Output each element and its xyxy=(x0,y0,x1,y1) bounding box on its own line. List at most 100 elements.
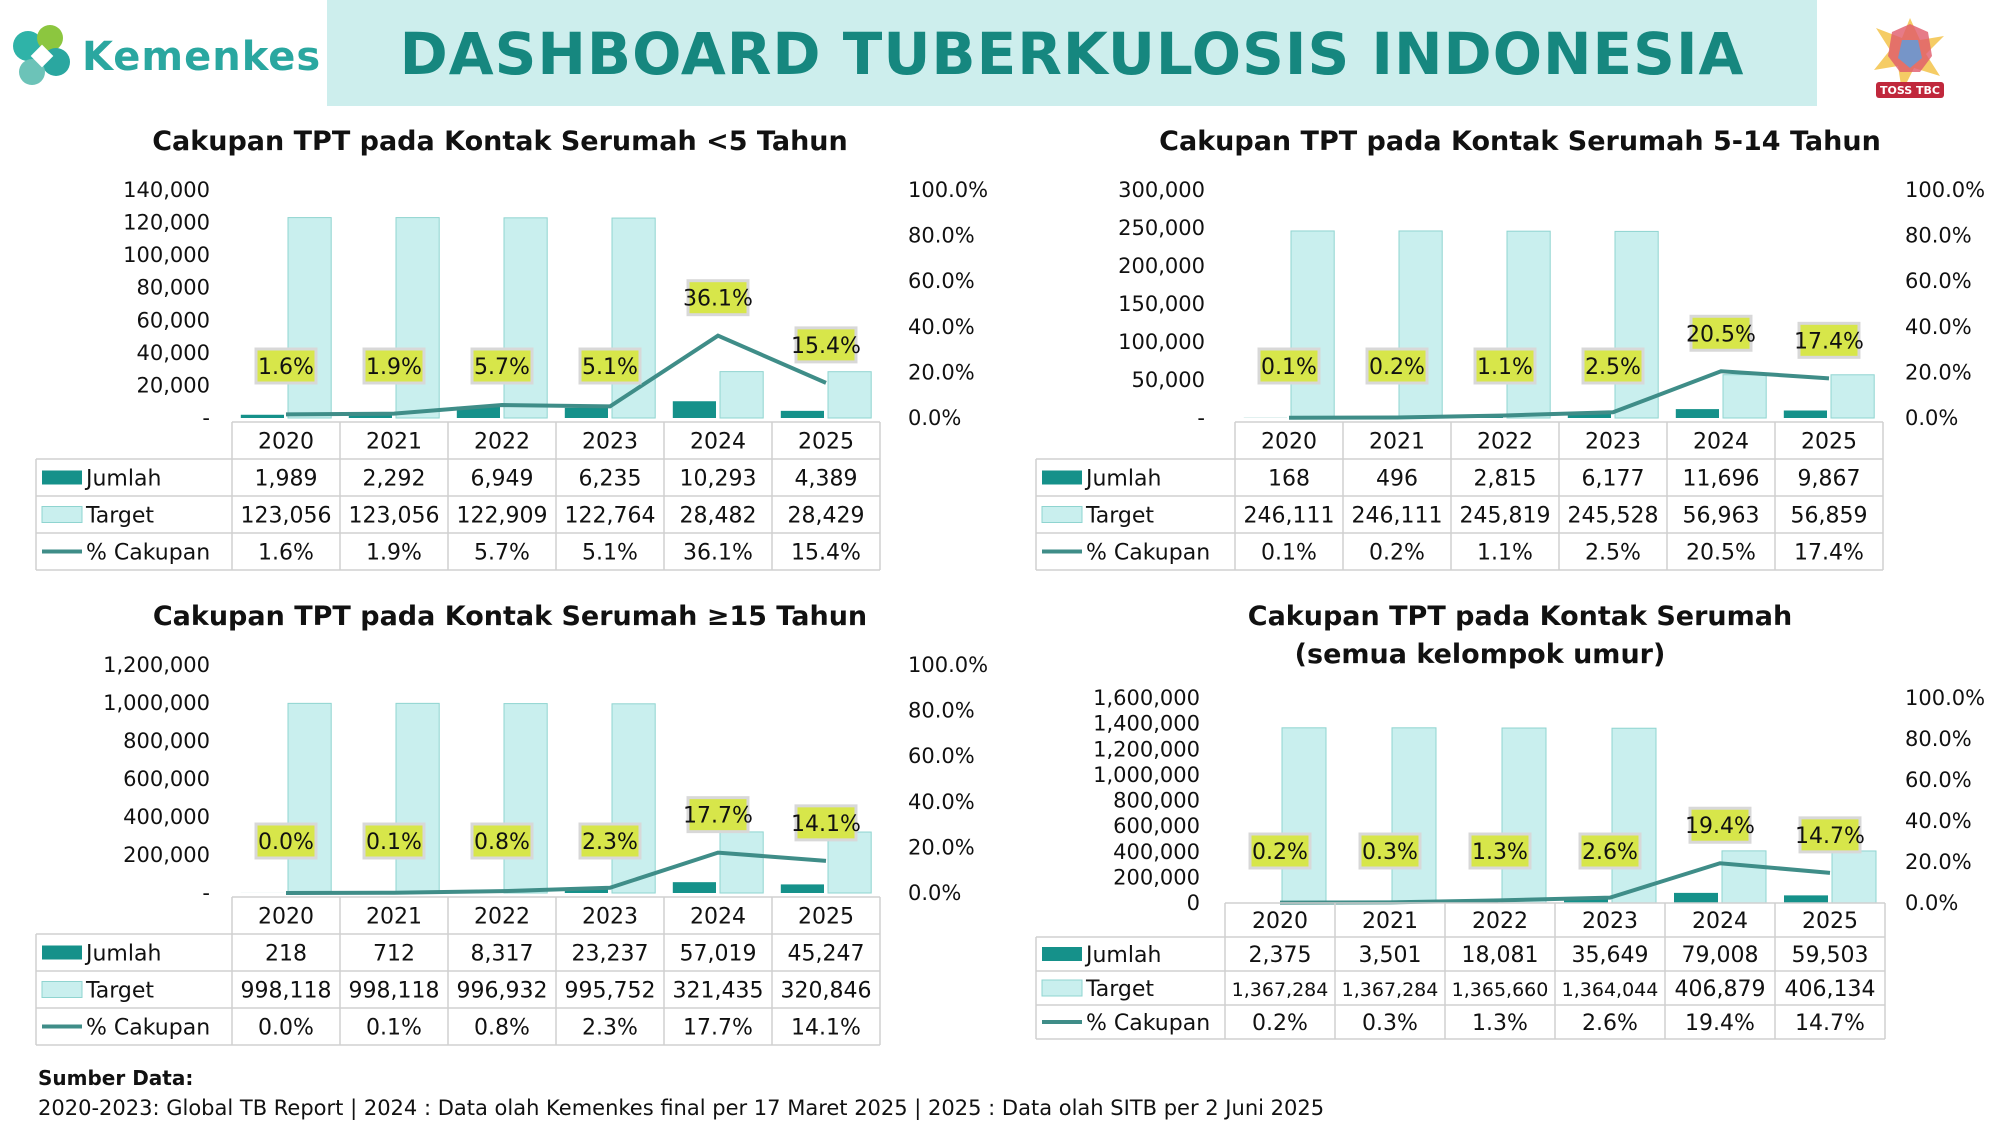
pct-label-box xyxy=(578,822,642,860)
y-tick-label: 50,000 xyxy=(1132,368,1205,392)
y-tick-label: 300,000 xyxy=(1118,178,1205,202)
pct-label-box xyxy=(1581,347,1645,385)
table-cell: 14.1% xyxy=(791,1016,861,1041)
legend-key-jumlah xyxy=(42,470,82,485)
bar-target xyxy=(395,217,440,419)
y2-tick-label: 60.0% xyxy=(908,269,975,293)
table-year: 2025 xyxy=(1802,909,1858,934)
legend-label: Target xyxy=(1085,977,1154,1002)
table-year: 2024 xyxy=(690,430,746,455)
table-cell: 56,963 xyxy=(1683,504,1760,529)
chart-title: Cakupan TPT pada Kontak Serumah ≥15 Tahu… xyxy=(153,601,867,632)
y-tick-label: 600,000 xyxy=(1113,814,1200,838)
y2-tick-label: 20.0% xyxy=(1905,360,1972,384)
pct-label: 0.3% xyxy=(1358,832,1422,870)
pct-label: 14.1% xyxy=(791,804,861,842)
table-cell: 998,118 xyxy=(241,979,332,1004)
chart-subtitle: (semua kelompok umur) xyxy=(1295,639,1666,670)
table-year: 2020 xyxy=(1252,909,1308,934)
y-tick-label: 1,200,000 xyxy=(1093,737,1200,761)
y2-tick-label: 20.0% xyxy=(1905,850,1972,874)
table-cell: 4,389 xyxy=(795,467,858,492)
line-cakupan xyxy=(285,333,827,417)
table-cell: 2,375 xyxy=(1249,943,1312,968)
table-cell: 246,111 xyxy=(1352,504,1443,529)
table-cell: 6,949 xyxy=(471,467,534,492)
y-tick-label: 1,600,000 xyxy=(1093,686,1200,710)
chart-all-ages: Cakupan TPT pada Kontak Serumah (semua ke… xyxy=(1035,601,1985,1040)
table-cell: 1.1% xyxy=(1477,541,1533,566)
table-cell: 28,429 xyxy=(788,504,865,529)
pct-label-text: 2.5% xyxy=(1585,355,1641,380)
table-cell: 0.1% xyxy=(1261,541,1317,566)
chart-panel-15plus: Cakupan TPT pada Kontak Serumah ≥15 Tahu… xyxy=(0,595,1000,1055)
table-cell: 406,134 xyxy=(1785,977,1876,1002)
bar-target xyxy=(287,702,332,894)
pct-label-text: 20.5% xyxy=(1686,322,1756,347)
pct-label-box xyxy=(1365,347,1429,385)
table-cell: 0.0% xyxy=(258,1016,314,1041)
line-cakupan xyxy=(1288,369,1830,420)
pct-label: 1.1% xyxy=(1473,347,1537,385)
legend-label: % Cakupan xyxy=(1086,541,1210,566)
table-year: 2024 xyxy=(1693,430,1749,455)
y-tick-label: 800,000 xyxy=(123,729,210,753)
table-year: 2022 xyxy=(474,430,530,455)
pct-label: 14.7% xyxy=(1795,816,1865,854)
y2-tick-label: 80.0% xyxy=(1905,224,1972,248)
table-year: 2023 xyxy=(582,905,638,930)
bar-target xyxy=(1721,850,1767,904)
table-cell: 168 xyxy=(1268,467,1310,492)
pct-label-text: 15.4% xyxy=(791,334,861,359)
y2-tick-label: 20.0% xyxy=(908,835,975,859)
logo-text: Kemenkes xyxy=(82,34,322,80)
bar-target xyxy=(827,371,872,419)
bar-jumlah xyxy=(456,406,500,418)
table-cell: 79,008 xyxy=(1682,943,1759,968)
pct-label-text: 36.1% xyxy=(683,287,753,312)
table-cell: 2.3% xyxy=(582,1016,638,1041)
pct-label-box xyxy=(1468,832,1532,870)
table-year: 2021 xyxy=(366,905,422,930)
pct-label-text: 1.9% xyxy=(366,355,422,380)
table-cell: 0.2% xyxy=(1252,1011,1308,1036)
pct-label: 1.3% xyxy=(1468,832,1532,870)
chart-5-14: Cakupan TPT pada Kontak Serumah 5-14 Tah… xyxy=(1035,126,1985,571)
chart-15plus: Cakupan TPT pada Kontak Serumah ≥15 Tahu… xyxy=(35,601,988,1046)
table-cell: 19.4% xyxy=(1685,1011,1755,1036)
pct-label-text: 5.7% xyxy=(474,355,530,380)
pct-label: 15.4% xyxy=(791,326,861,364)
table-cell: 245,819 xyxy=(1460,504,1551,529)
pct-label-box xyxy=(1358,832,1422,870)
table-cell: 36.1% xyxy=(683,541,753,566)
table-cell: 1.6% xyxy=(258,541,314,566)
bar-target xyxy=(1611,727,1657,904)
table-year: 2021 xyxy=(1362,909,1418,934)
pct-label-text: 0.2% xyxy=(1369,355,1425,380)
legend-label: Jumlah xyxy=(1084,467,1161,492)
pct-label-text: 2.3% xyxy=(582,830,638,855)
table-year: 2020 xyxy=(258,430,314,455)
bar-target xyxy=(503,703,548,894)
y-tick-label: 200,000 xyxy=(123,843,210,867)
table-cell: 2.5% xyxy=(1585,541,1641,566)
pct-label-text: 5.1% xyxy=(582,355,638,380)
y2-tick-label: 40.0% xyxy=(1905,315,1972,339)
y2-tick-label: 40.0% xyxy=(1905,809,1972,833)
table-cell: 2,815 xyxy=(1474,467,1537,492)
y2-tick-label: 100.0% xyxy=(1905,686,1985,710)
table-cell: 3,501 xyxy=(1359,943,1422,968)
y-tick-label: 600,000 xyxy=(123,767,210,791)
y2-tick-label: 60.0% xyxy=(1905,269,1972,293)
table-year: 2025 xyxy=(1801,430,1857,455)
bar-jumlah xyxy=(1675,409,1719,418)
title-band: DASHBOARD TUBERKULOSIS INDONESIA xyxy=(327,0,1817,106)
table-cell: 245,528 xyxy=(1568,504,1659,529)
legend-label: % Cakupan xyxy=(1086,1011,1210,1036)
bar-target xyxy=(1722,374,1767,419)
source-label: Sumber Data: xyxy=(38,1066,194,1090)
chart-panel-under5: Cakupan TPT pada Kontak Serumah <5 Tahun… xyxy=(0,120,1000,580)
svg-text:TOSS TBC: TOSS TBC xyxy=(1880,84,1940,97)
y-tick-label: - xyxy=(202,406,210,430)
bar-target xyxy=(611,217,656,419)
